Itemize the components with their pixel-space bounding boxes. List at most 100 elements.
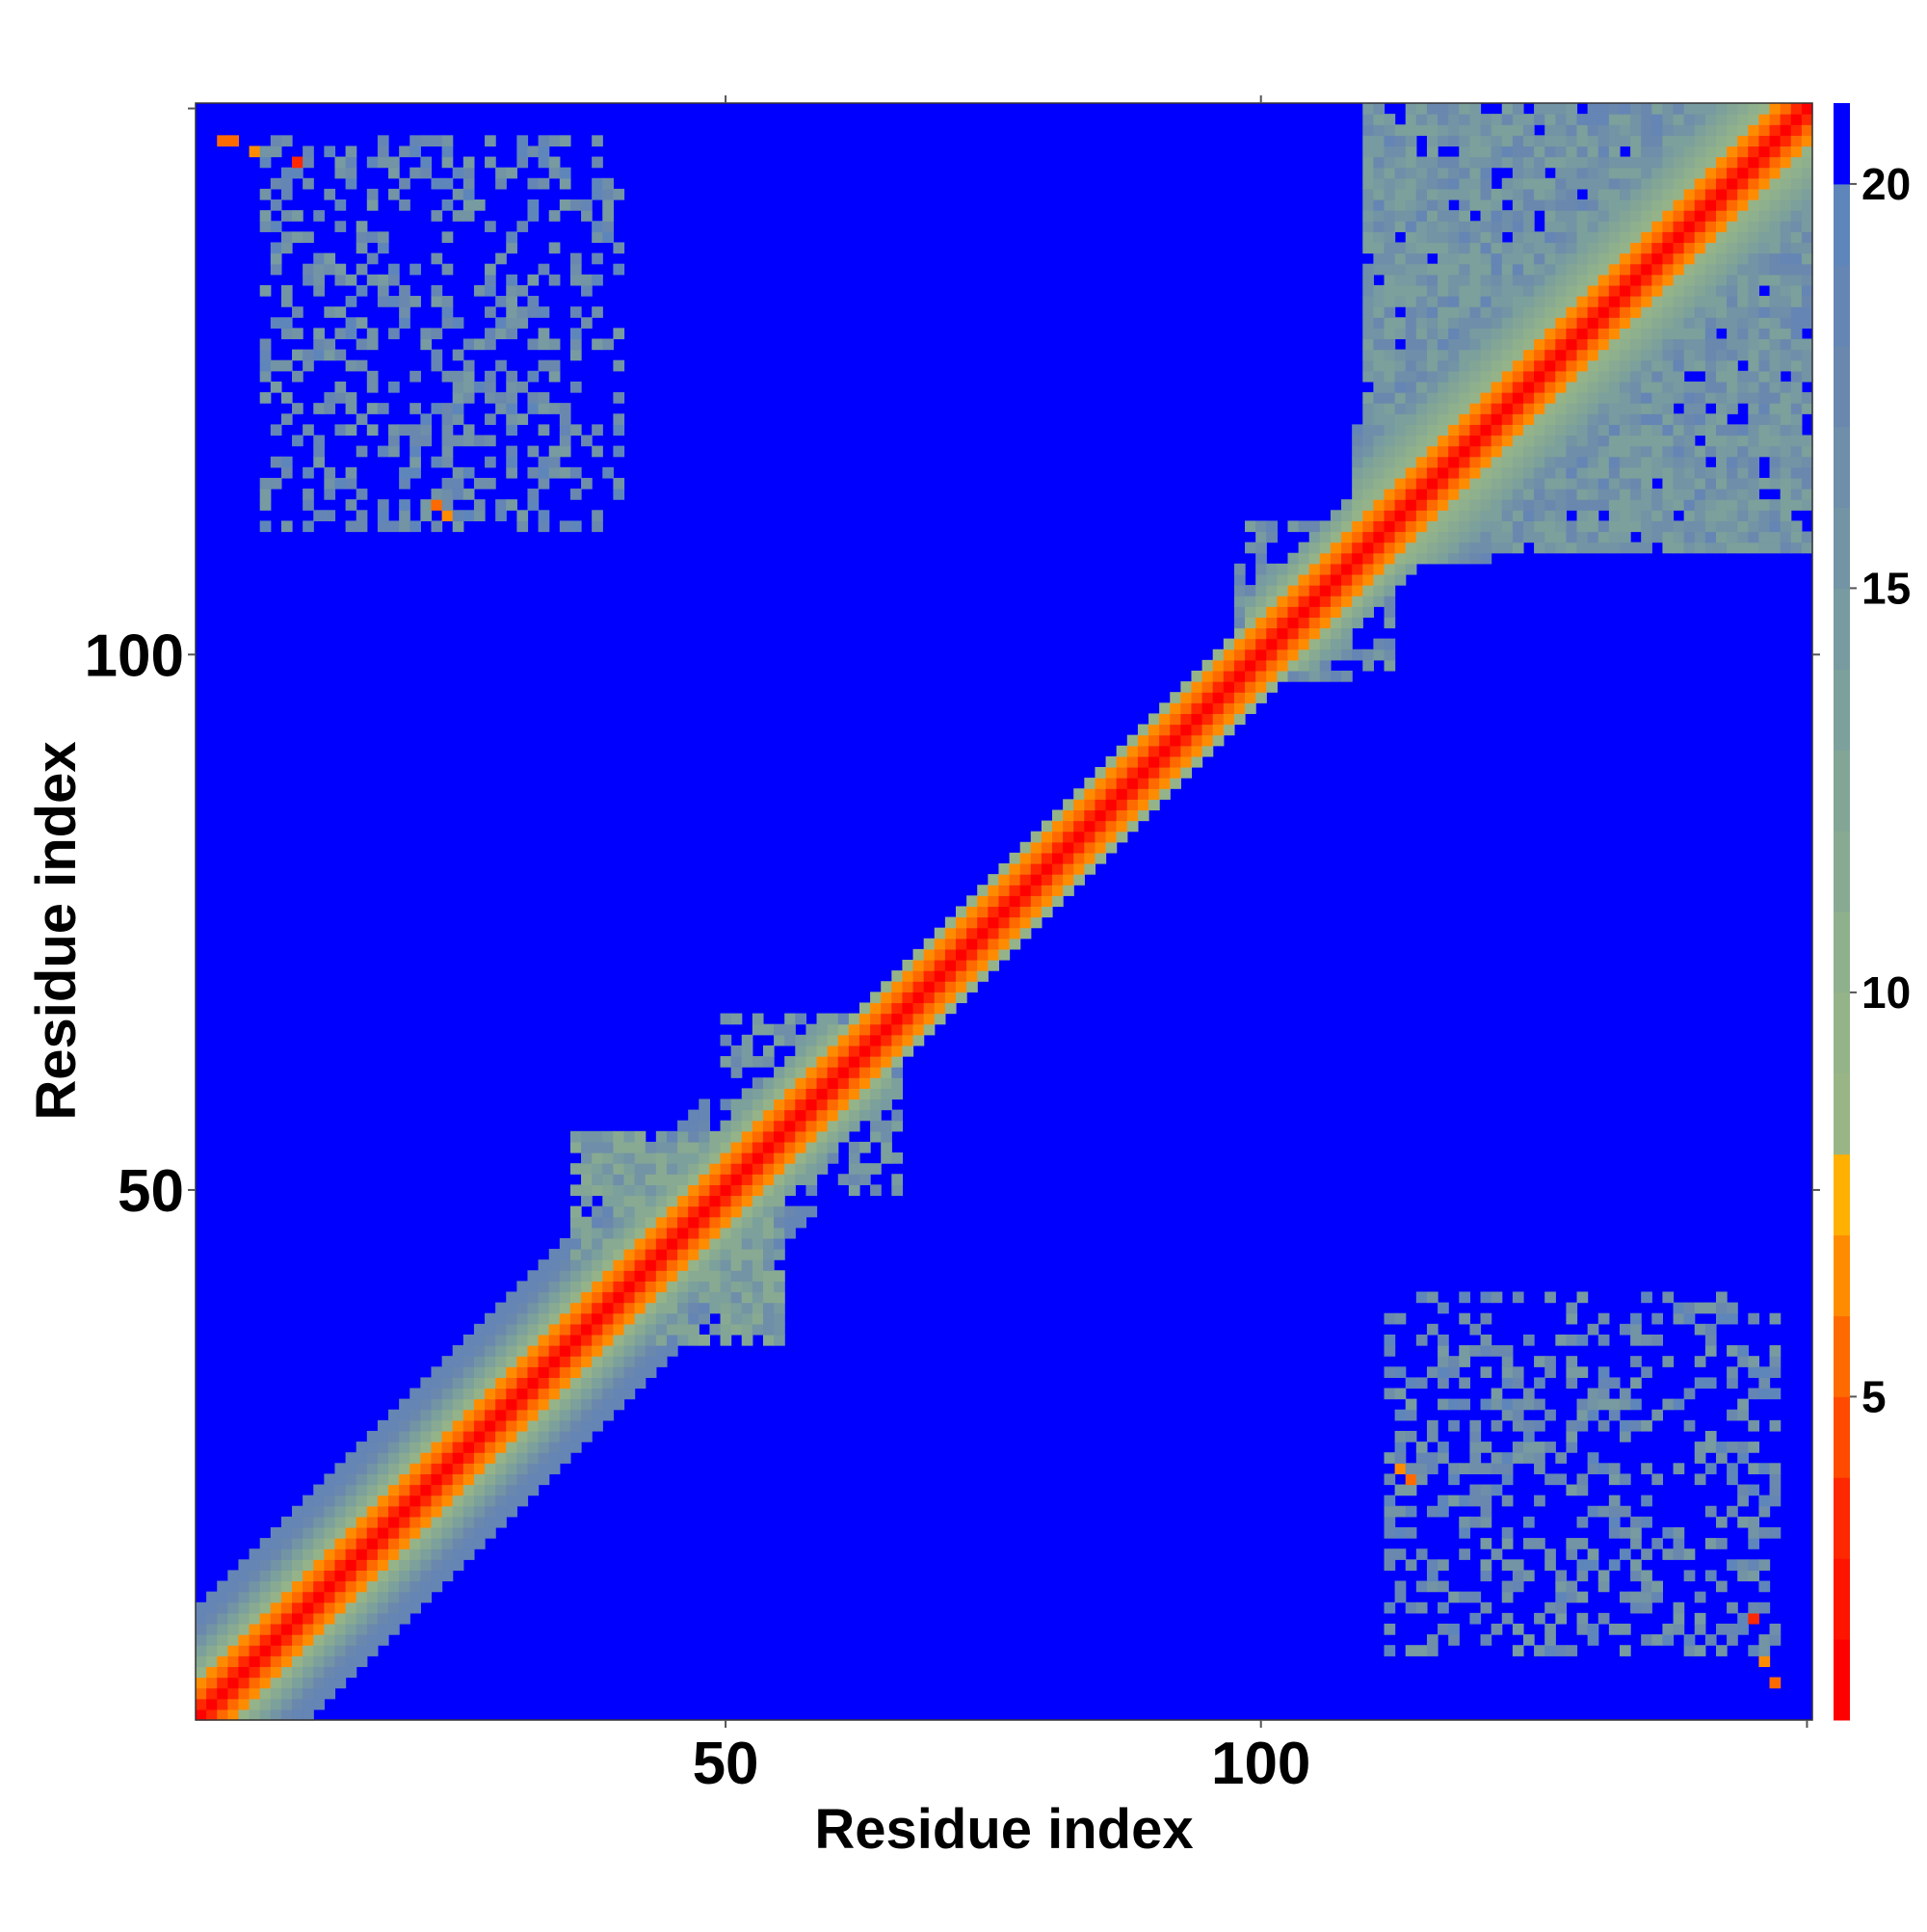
heatmap-cell [292, 1612, 304, 1625]
heatmap-cell [1415, 1452, 1428, 1464]
heatmap-cell [1619, 296, 1631, 307]
heatmap-cell [431, 1473, 443, 1486]
heatmap-cell [324, 1655, 336, 1668]
heatmap-cell [1426, 221, 1439, 232]
heatmap-cell [388, 445, 400, 458]
heatmap-cell [462, 1398, 475, 1411]
heatmap-cell [1415, 1601, 1428, 1614]
heatmap-cell [1512, 188, 1524, 200]
heatmap-cell [569, 1237, 582, 1250]
heatmap-cell [548, 1259, 561, 1271]
heatmap-cell [1480, 338, 1492, 351]
heatmap-cell [1748, 542, 1760, 554]
heatmap-cell [1415, 445, 1428, 458]
heatmap-cell [1534, 177, 1545, 190]
heatmap-cell [270, 221, 282, 232]
heatmap-cell [1597, 1463, 1610, 1475]
heatmap-cell [324, 1548, 336, 1560]
heatmap-cell [1566, 466, 1578, 479]
heatmap-cell [988, 927, 1000, 940]
heatmap-cell [388, 381, 400, 393]
heatmap-cell [774, 1067, 785, 1078]
heatmap-cell [592, 1323, 603, 1336]
heatmap-cell [1694, 1442, 1706, 1453]
heatmap-cell [1319, 573, 1332, 586]
heatmap-cell [462, 370, 475, 383]
heatmap-cell [805, 1034, 818, 1046]
heatmap-cell [805, 1130, 818, 1143]
heatmap-cell [280, 466, 293, 479]
heatmap-cell [366, 1526, 379, 1539]
heatmap-cell [645, 1281, 657, 1293]
heatmap-cell [1522, 1419, 1535, 1432]
heatmap-cell [1608, 477, 1621, 490]
heatmap-cell [1438, 231, 1449, 244]
heatmap-cell [1415, 221, 1428, 232]
heatmap-cell [259, 1687, 272, 1700]
heatmap-cell [388, 1591, 400, 1603]
heatmap-cell [1126, 820, 1139, 833]
heatmap-cell [1277, 563, 1289, 575]
heatmap-cell [485, 456, 496, 468]
heatmap-cell [569, 424, 582, 437]
heatmap-cell [1362, 146, 1374, 158]
heatmap-cell [1522, 306, 1535, 318]
heatmap-cell [1116, 778, 1128, 789]
heatmap-cell [870, 1013, 882, 1025]
heatmap-cell [1662, 424, 1675, 437]
heatmap-cell [1704, 413, 1717, 425]
heatmap-cell [1287, 659, 1300, 672]
heatmap-cell [377, 510, 389, 521]
heatmap-cell [280, 1516, 293, 1528]
heatmap-cell [303, 1698, 314, 1710]
heatmap-cell [538, 338, 550, 351]
heatmap-cell [1501, 520, 1514, 533]
heatmap-cell [1384, 1505, 1396, 1518]
heatmap-cell [1694, 1612, 1706, 1625]
heatmap-cell [1438, 1366, 1449, 1378]
heatmap-cell [1277, 638, 1289, 650]
heatmap-cell [473, 1452, 486, 1464]
heatmap-cell [1555, 542, 1568, 554]
heatmap-cell [655, 1281, 668, 1293]
heatmap-cell [1373, 648, 1386, 661]
heatmap-cell [1415, 403, 1428, 414]
heatmap-cell [303, 1677, 314, 1689]
heatmap-cell [292, 435, 304, 447]
heatmap-cell [592, 445, 603, 458]
heatmap-cell [1362, 456, 1374, 468]
heatmap-cell [1769, 466, 1782, 479]
heatmap-cell [1641, 274, 1652, 286]
heatmap-cell [227, 1687, 240, 1700]
heatmap-cell [1576, 456, 1589, 468]
heatmap-cell [1480, 477, 1492, 490]
heatmap-cell [1566, 252, 1578, 265]
heatmap-cell [1384, 573, 1396, 586]
heatmap-cell [1576, 338, 1589, 351]
heatmap-cell [623, 1259, 636, 1271]
heatmap-cell [334, 199, 347, 211]
heatmap-cell [709, 1227, 722, 1239]
heatmap-cell [1019, 927, 1032, 940]
heatmap-cell [495, 1377, 507, 1389]
heatmap-cell [506, 317, 517, 329]
heatmap-cell [1597, 156, 1610, 169]
heatmap-cell [1748, 103, 1760, 115]
heatmap-cell [1544, 510, 1556, 521]
heatmap-cell [1480, 199, 1492, 211]
heatmap-cell [1298, 617, 1310, 629]
heatmap-cell [1748, 231, 1760, 244]
heatmap-cell [1673, 499, 1685, 511]
heatmap-cell [1608, 252, 1621, 265]
heatmap-cell [1704, 349, 1717, 361]
heatmap-cell [1448, 188, 1460, 200]
heatmap-cell [1469, 552, 1482, 565]
heatmap-cell [891, 1034, 904, 1046]
heatmap-cell [762, 1163, 775, 1175]
heatmap-cell [452, 403, 464, 414]
heatmap-cell [1801, 542, 1813, 554]
heatmap-cell [1352, 466, 1363, 479]
heatmap-cell [955, 906, 967, 918]
heatmap-cell [774, 1163, 785, 1175]
heatmap-cell [1394, 124, 1407, 136]
